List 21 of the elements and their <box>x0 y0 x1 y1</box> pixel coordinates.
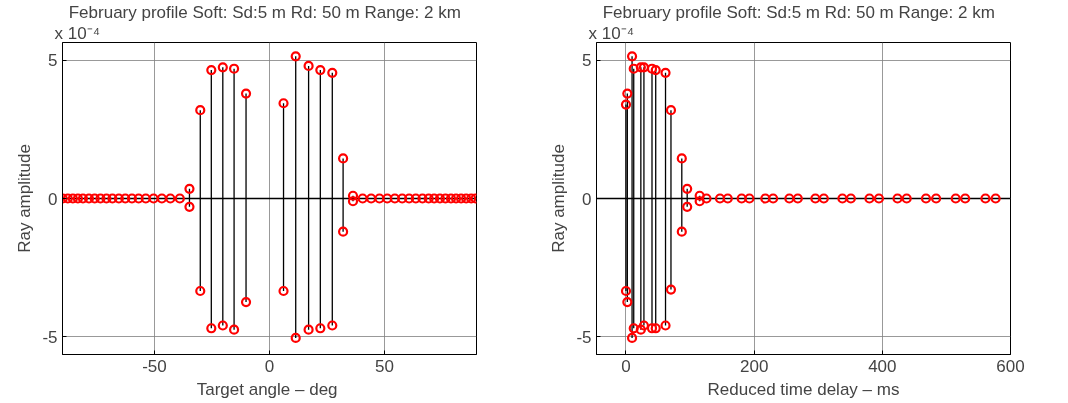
chart-title: February profile Soft: Sd:5 m Rd: 50 m Range: 2 km <box>602 2 995 22</box>
y-tick-label: -5 <box>576 327 592 347</box>
x-tick-label: 600 <box>996 356 1025 376</box>
y-axis-title: Ray amplitude <box>549 144 569 253</box>
x-axis-title: Reduced time delay – ms <box>707 379 900 399</box>
chart-title: February profile Soft: Sd:5 m Rd: 50 m Range: 2 km <box>68 2 461 22</box>
y-tick-label: 0 <box>582 189 592 209</box>
y-tick-label: -5 <box>42 327 58 347</box>
y-tick-label: 5 <box>48 51 58 71</box>
x-axis-title: Target angle – deg <box>196 379 338 399</box>
y-tick-label: 0 <box>48 189 58 209</box>
text: x 10⁻⁴ <box>588 23 634 43</box>
x-tick-label: 400 <box>868 356 897 376</box>
y-axis-title: Ray amplitude <box>15 144 35 253</box>
text: x 10⁻⁴ <box>54 23 100 43</box>
y-tick-label: 5 <box>582 51 592 71</box>
x-tick-label: -50 <box>142 356 167 376</box>
x-tick-label: 50 <box>375 356 394 376</box>
x-tick-label: 0 <box>621 356 631 376</box>
x-tick-label: 0 <box>264 356 275 376</box>
x-tick-label: 200 <box>739 356 769 376</box>
